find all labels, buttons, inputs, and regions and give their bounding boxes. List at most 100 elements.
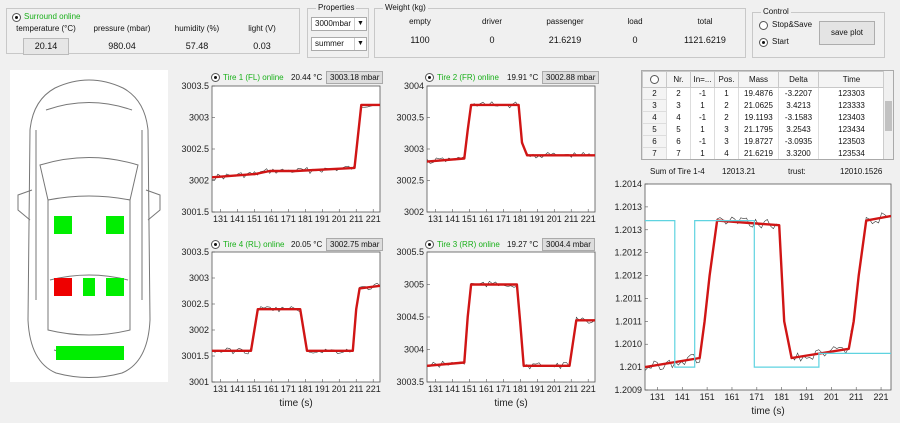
tire3-radio[interactable] xyxy=(425,240,434,249)
x-axis-label: time (s) xyxy=(751,406,784,417)
table-cell: 19.4876 xyxy=(738,87,779,100)
table-cell: -1 xyxy=(690,135,715,148)
col-time[interactable]: Time xyxy=(818,71,885,88)
table-cell: -1 xyxy=(690,111,715,124)
seat-rear-right xyxy=(106,278,124,296)
plot-area xyxy=(211,251,381,383)
y-tick-label: 1.2011 xyxy=(615,293,642,303)
y-tick-label: 3001 xyxy=(189,377,209,387)
tire4-radio[interactable] xyxy=(211,240,220,249)
fit-series-line xyxy=(212,103,380,179)
table-row[interactable]: 2 2 -1 1 19.4876 -3.2207 123303 xyxy=(642,87,885,100)
x-tick-label: 161 xyxy=(479,384,494,394)
header-light: light (V) xyxy=(248,24,276,33)
table-cell: 3.2543 xyxy=(778,123,819,136)
tire1-header: Tire 1 (FL) online 20.44 °C 3003.18 mbar xyxy=(211,71,384,84)
table-cell: 21.6219 xyxy=(738,147,779,159)
x-tick-label: 161 xyxy=(264,214,279,224)
row-number: 4 xyxy=(642,111,667,124)
table-row[interactable]: 7 7 1 4 21.6219 3.3200 123534 xyxy=(642,147,885,159)
save-plot-button[interactable]: save plot xyxy=(819,21,875,45)
col-delta[interactable]: Delta xyxy=(778,71,819,88)
x-tick-label: 181 xyxy=(298,214,313,224)
y-tick-label: 1.201 xyxy=(619,362,642,372)
table-row[interactable]: 3 3 1 2 21.0625 3.4213 123333 xyxy=(642,99,885,112)
season-select[interactable]: summer ▼ xyxy=(311,37,367,51)
x-tick-label: 201 xyxy=(332,214,347,224)
col-in[interactable]: In=... xyxy=(690,71,715,88)
x-tick-label: 211 xyxy=(564,214,578,224)
y-tick-label: 1.2013 xyxy=(614,225,642,235)
col-mass[interactable]: Mass xyxy=(738,71,779,88)
y-tick-label: 3003.5 xyxy=(396,377,424,387)
x-tick-label: 221 xyxy=(581,214,596,224)
table-cell: 19.1193 xyxy=(738,111,779,124)
x-tick-label: 221 xyxy=(366,214,381,224)
table-row[interactable]: 6 6 -1 3 19.8727 -3.0935 123503 xyxy=(642,135,885,148)
x-tick-label: 141 xyxy=(445,214,460,224)
tire1-status: Tire 1 (FL) online xyxy=(223,73,284,82)
trust-label: trust: xyxy=(788,167,806,176)
surround-radio[interactable] xyxy=(12,13,21,22)
tire3-temp: 19.27 °C xyxy=(507,240,539,249)
tire1-chart: 3001.5 3002 3002.5 3003 3003.5 131 141 151 161 17… xyxy=(181,82,381,224)
y-tick-label: 1.2014 xyxy=(614,179,642,189)
table-scrollbar[interactable] xyxy=(883,71,893,159)
table-cell: 4 xyxy=(714,147,739,159)
weight-header-empty: empty xyxy=(409,17,431,26)
plot-area xyxy=(644,183,892,391)
table-cell: 123434 xyxy=(818,123,885,136)
tire1-radio[interactable] xyxy=(211,73,220,82)
row-number: 3 xyxy=(642,99,667,112)
x-tick-label: 191 xyxy=(315,214,330,224)
fit-series-line xyxy=(645,214,891,369)
col-pos[interactable]: Pos. xyxy=(714,71,739,88)
stop-save-radio[interactable] xyxy=(759,21,768,30)
measurement-table[interactable]: Nr. In=... Pos. Mass Delta Time 2 2 -1 1 19.… xyxy=(641,70,894,160)
x-tick-label: 141 xyxy=(230,384,245,394)
table-cell: -3.1583 xyxy=(778,111,819,124)
seat-rear-left xyxy=(54,278,72,296)
col-nr[interactable]: Nr. xyxy=(666,71,691,88)
y-tick-label: 3003 xyxy=(404,144,424,154)
x-tick-label: 171 xyxy=(496,384,511,394)
tire2-radio[interactable] xyxy=(425,73,434,82)
y-tick-label: 3002 xyxy=(404,207,424,217)
surround-status: Surround online xyxy=(24,12,81,21)
tire4-temp: 20.05 °C xyxy=(291,240,323,249)
start-radio[interactable] xyxy=(759,38,768,47)
table-row[interactable]: 4 4 -1 2 19.1193 -3.1583 123403 xyxy=(642,111,885,124)
control-panel: Control Stop&Save Start save plot xyxy=(752,7,885,58)
x-tick-label: 131 xyxy=(428,214,443,224)
tire3-chart: 3003.5 3004 3004.5 3005 3005.5 131 141 151 161 17… xyxy=(396,248,596,409)
x-axis-label: time (s) xyxy=(494,398,527,409)
plot-area xyxy=(211,85,381,213)
table-select-all[interactable] xyxy=(642,71,667,88)
y-tick-label: 3001.5 xyxy=(181,207,209,217)
y-tick-label: 3001.5 xyxy=(181,351,209,361)
table-cell: 123534 xyxy=(818,147,885,159)
table-cell: 2 xyxy=(666,87,691,100)
chevron-down-icon: ▼ xyxy=(354,38,366,50)
table-cell: -1 xyxy=(690,87,715,100)
plot-area xyxy=(426,251,596,383)
x-tick-label: 221 xyxy=(366,384,381,394)
x-axis-label: time (s) xyxy=(279,398,312,409)
weight-empty: 1100 xyxy=(410,35,430,45)
trust-value: 12010.1526 xyxy=(840,167,883,176)
table-row[interactable]: 5 5 1 3 21.1795 3.2543 123434 xyxy=(642,123,885,136)
y-tick-label: 3002.5 xyxy=(181,144,209,154)
pressure-select[interactable]: 3000mbar ▼ xyxy=(311,17,367,31)
table-cell: 3.3200 xyxy=(778,147,819,159)
table-cell: 1 xyxy=(690,123,715,136)
x-tick-label: 211 xyxy=(349,214,363,224)
x-tick-label: 191 xyxy=(530,214,545,224)
scrollbar-thumb[interactable] xyxy=(885,101,892,131)
x-tick-label: 201 xyxy=(547,214,562,224)
y-tick-label: 3004 xyxy=(404,82,424,91)
chevron-down-icon: ▼ xyxy=(354,18,366,30)
x-tick-label: 151 xyxy=(462,384,477,394)
y-tick-label: 1.2012 xyxy=(614,271,642,281)
table-cell: 3 xyxy=(666,99,691,112)
